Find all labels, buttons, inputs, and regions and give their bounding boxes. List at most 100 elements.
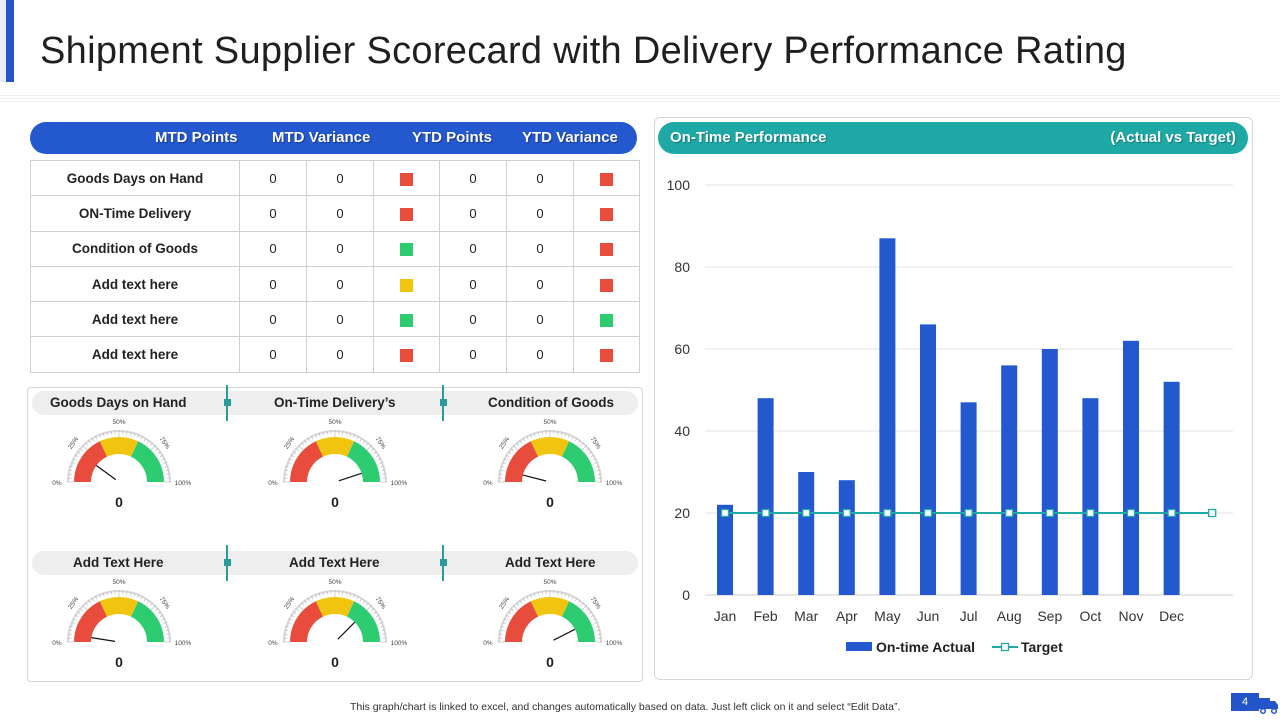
bar-nov — [1123, 340, 1139, 595]
gauge-green-zone — [130, 601, 164, 642]
gauge-tick — [519, 439, 523, 444]
title-divider — [0, 95, 1280, 103]
value-cell: 0 — [306, 230, 374, 267]
gauge-tick — [498, 633, 503, 635]
x-tick-label: Feb — [754, 608, 778, 624]
gauge-needle — [91, 637, 116, 642]
gauge-green-zone — [130, 441, 164, 482]
gauge-tick — [79, 447, 83, 452]
value-cell: 0 — [506, 230, 574, 267]
gauge-tick — [157, 451, 162, 455]
status-indicator-green — [400, 313, 413, 327]
gauge-tick — [288, 458, 293, 461]
value-cell: 0 — [506, 301, 574, 338]
value-cell: 0 — [306, 159, 374, 197]
gauge-tick — [596, 469, 601, 472]
gauge-tick-label: 50% — [328, 579, 341, 586]
gauge-tick — [577, 599, 581, 604]
gauge-tick — [586, 447, 590, 452]
header-ytd-points: YTD Points — [412, 129, 493, 146]
footer-note: This graph/chart is linked to excel, and… — [350, 701, 901, 713]
gauge-tick — [140, 435, 143, 440]
gauge-tick — [110, 430, 112, 435]
value-cell: 0 — [239, 336, 307, 373]
row-label: Add text here — [30, 336, 240, 373]
gauge-tick — [581, 604, 588, 611]
gauge-tick — [106, 431, 109, 436]
gauge-red-zone — [290, 441, 324, 482]
gauge-yellow-zone — [315, 597, 355, 617]
status-indicator-cell — [373, 336, 440, 373]
gauge-tick — [74, 454, 79, 458]
status-indicator-cell — [373, 265, 440, 303]
target-marker — [1045, 508, 1054, 518]
value-cell: 0 — [506, 195, 574, 232]
gauge-tick — [512, 444, 519, 451]
bar-feb — [757, 398, 774, 595]
value-cell: 0 — [239, 195, 307, 232]
gauge-dial: 0% 25% 50% 75% 100% — [268, 579, 407, 647]
legend-marker-target — [1000, 642, 1010, 652]
gauge-tick — [68, 469, 73, 472]
gauge-tick — [292, 611, 297, 615]
status-indicator-cell — [373, 159, 440, 197]
gauge-separator-dot — [224, 559, 231, 566]
gauge-separator-dot — [440, 399, 447, 406]
gauge-tick — [503, 618, 508, 621]
legend-swatch-actual — [846, 642, 872, 651]
row-label: Add text here — [30, 301, 240, 338]
gauge-tick — [126, 590, 128, 595]
gauge-label: Add Text Here — [505, 555, 596, 570]
y-tick-label: 20 — [674, 505, 690, 521]
y-tick-label: 80 — [674, 259, 690, 275]
gauge-tick-label: 25% — [283, 596, 296, 611]
gauge-tick — [133, 592, 136, 597]
value-cell: 0 — [239, 230, 307, 267]
gauge-tick — [356, 595, 359, 600]
value-cell: 0 — [439, 230, 507, 267]
gauge-dial: 0% 25% 50% 75% 100% — [52, 579, 191, 647]
gauge-tick — [373, 451, 378, 455]
gauge-tick — [366, 604, 373, 611]
gauge-tick — [590, 454, 595, 458]
target-marker — [761, 508, 770, 518]
gauge-tick — [286, 461, 291, 464]
status-indicator-cell — [573, 159, 640, 197]
gauge-tick — [526, 435, 529, 440]
gauge-tick-label: 100% — [606, 480, 623, 487]
gauge-tick — [541, 430, 543, 435]
row-label: ON-Time Delivery — [30, 195, 240, 232]
gauge-tick — [592, 618, 597, 621]
header-mtd-variance: MTD Variance — [272, 129, 371, 146]
gauge-tick-label: 75% — [158, 436, 171, 451]
value-cell: 0 — [439, 301, 507, 338]
gauge-tick — [74, 614, 79, 618]
gauge-tick-label: 50% — [543, 419, 556, 426]
gauge-tick — [102, 592, 105, 597]
gauge-tick — [380, 465, 385, 468]
gauge-tick — [88, 439, 92, 444]
gauge-needle — [522, 474, 547, 482]
gauge-tick-label: 100% — [606, 640, 623, 647]
status-indicator-red — [600, 172, 613, 186]
gauge-tick — [526, 595, 529, 600]
value-cell: 0 — [239, 265, 307, 303]
gauge-tick — [349, 432, 352, 437]
gauge-tick — [137, 593, 140, 598]
gauge-tick-label: 25% — [67, 436, 80, 451]
gauge-tick — [137, 433, 140, 438]
status-indicator-red — [400, 207, 413, 221]
gauge-tick — [295, 607, 299, 612]
status-indicator-cell — [573, 230, 640, 267]
row-label: Add text here — [30, 265, 240, 303]
gauge-tick — [326, 430, 328, 435]
gauge-tick — [129, 591, 132, 596]
gauge-tick — [510, 607, 514, 612]
gauge-tick — [529, 433, 532, 438]
gauge-tick — [292, 451, 297, 455]
gauge-tick — [307, 437, 311, 442]
gauge-tick — [311, 435, 314, 440]
gauge-tick — [143, 437, 147, 442]
gauge-green-zone — [346, 601, 380, 642]
chart-panel — [654, 117, 1253, 680]
